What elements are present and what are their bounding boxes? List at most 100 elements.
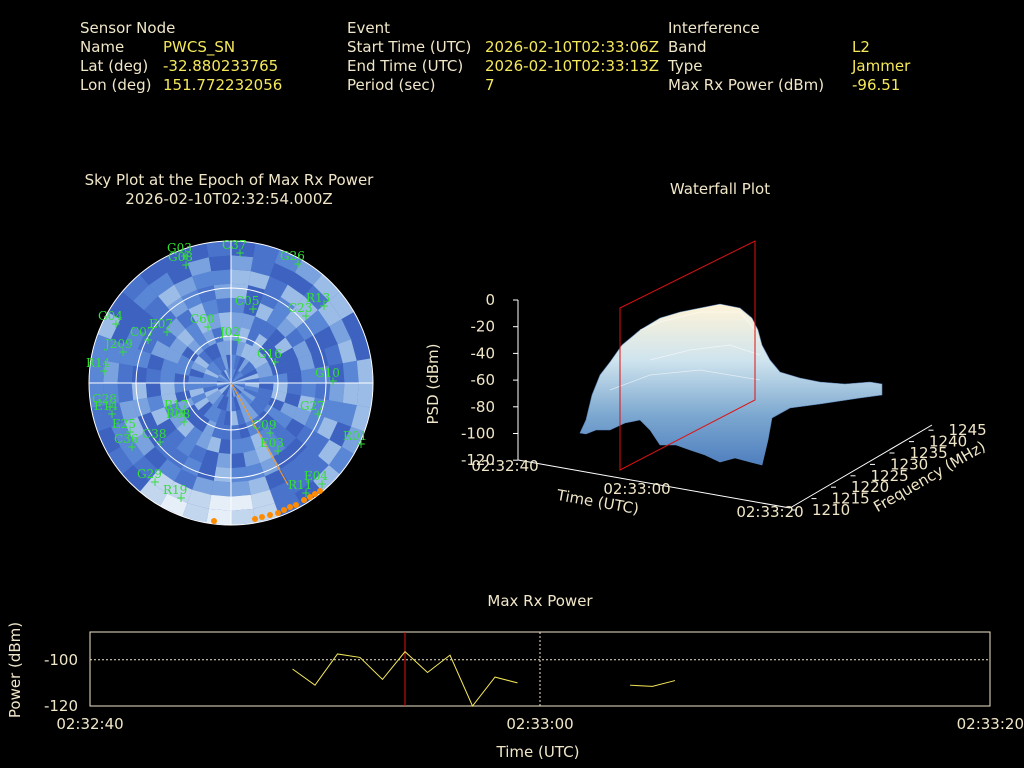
skyplot-cell	[226, 369, 231, 383]
skyplot-cell	[208, 494, 231, 511]
skyplot-cell	[110, 319, 133, 345]
skyplot-cell	[216, 452, 231, 469]
skyplot-cell	[341, 426, 365, 454]
jammer-track-point	[259, 514, 265, 520]
skyplot-cell	[174, 373, 190, 383]
event-period-label: Period (sec)	[347, 76, 436, 94]
skyplot-cell	[337, 339, 357, 364]
skyplot-cell	[202, 378, 218, 383]
skyplot-cell	[202, 329, 217, 347]
skyplot-cell	[161, 392, 178, 408]
satellite-marker: +J02	[218, 325, 243, 347]
skyplot-cell	[231, 466, 249, 483]
skyplot-cell	[187, 489, 212, 509]
skyplot-cell	[231, 283, 249, 300]
skyplot-cell	[164, 402, 182, 419]
skyplot-cell	[266, 437, 286, 457]
satellite-marker: +R19	[163, 483, 187, 505]
skyplot-cell	[233, 355, 241, 370]
skyplot-cell	[231, 410, 239, 426]
skyplot-cell	[108, 446, 134, 475]
skyplot-cell	[271, 363, 287, 376]
skyplot-cell	[188, 302, 207, 322]
satellite-marker: +G29	[137, 467, 162, 489]
skyplot-cell	[203, 404, 217, 420]
skyplot-cell	[249, 401, 264, 416]
skyplot-cell	[122, 274, 149, 301]
skyplot-cell	[217, 383, 231, 388]
svg-text:+: +	[155, 435, 165, 449]
waterfall-x-tick: 02:33:00	[603, 480, 670, 498]
skyplot-cell	[273, 448, 295, 470]
skyplot-cell	[120, 300, 144, 327]
skyplot-cell	[226, 383, 231, 397]
skyplot-cell	[209, 342, 222, 359]
satellite-marker: +C23	[288, 301, 312, 323]
skyplot-cell	[328, 363, 345, 383]
skyplot-cell	[255, 392, 272, 405]
skyplot-cell	[286, 383, 302, 396]
skyplot-cell	[176, 328, 195, 347]
satellite-marker: +R11	[288, 478, 312, 500]
sensor-name-value: PWCS_SN	[163, 38, 236, 56]
skyplot-cell	[342, 383, 359, 406]
skyplot-cell	[351, 405, 371, 432]
svg-text:+: +	[150, 475, 160, 489]
skyplot-cell	[203, 385, 218, 393]
skyplot-cell	[280, 284, 305, 307]
skyplot-cell	[231, 369, 239, 383]
skyplot-cell	[257, 368, 273, 379]
jammer-track-point	[267, 512, 273, 518]
event-start-label: Start Time (UTC)	[347, 38, 472, 56]
skyplot-cell	[157, 284, 182, 307]
waterfall-y-tick: 1210	[812, 501, 850, 519]
svg-text:+: +	[180, 249, 190, 263]
skyplot-cell	[296, 425, 318, 447]
satellite-label: E03	[260, 436, 284, 450]
skyplot-cell	[110, 421, 133, 447]
skyplot-cell	[181, 346, 199, 362]
skyplot-cell	[324, 344, 343, 366]
satellite-marker: +R08	[166, 407, 190, 429]
waterfall-z-tick: -60	[471, 371, 496, 389]
satellite-label: C07	[130, 325, 154, 339]
skyplot-cell	[218, 373, 231, 383]
event-end-value: 2026-02-10T02:33:13Z	[485, 57, 659, 75]
skyplot-cell	[157, 328, 177, 348]
skyplot-cell	[300, 368, 317, 383]
skyplot-cell	[285, 437, 308, 460]
skyplot-cell	[209, 407, 222, 424]
skyplot-cell	[221, 424, 231, 440]
skyplot-cell	[231, 380, 246, 383]
satellite-marker: +G10	[315, 366, 340, 388]
skyplot-cell	[192, 476, 214, 495]
skyplot-cell	[231, 383, 245, 388]
interference-heading: Interference	[668, 19, 760, 37]
satellite-marker: +C37	[222, 238, 246, 260]
skyplot-cell	[317, 326, 338, 350]
skyplot-cell	[356, 383, 373, 408]
satellite-marker: +C09	[252, 418, 276, 440]
skyplot-cell	[221, 396, 229, 411]
skyplot-cell	[192, 271, 214, 290]
skyplot-cell	[169, 411, 188, 429]
svg-text:+: +	[179, 415, 189, 429]
svg-text:+: +	[105, 400, 115, 414]
skyplot-cell	[269, 262, 295, 285]
waterfall-z-tick: -80	[471, 398, 496, 416]
skyplot-cell	[120, 439, 144, 466]
skyplot-cell	[157, 418, 177, 438]
skyplot-cell	[243, 387, 258, 398]
skyplot-cell	[267, 328, 286, 347]
skyplot-cell	[174, 276, 198, 297]
skyplot-cell	[198, 350, 213, 365]
satellite-marker: +G16	[257, 347, 282, 369]
skyplot-cell	[252, 333, 268, 351]
skyplot-cell	[292, 340, 312, 359]
skyplot-cell	[294, 260, 323, 286]
skyplot-cell	[211, 480, 231, 497]
svg-text:+: +	[273, 444, 283, 458]
skyplot-cell	[139, 260, 168, 286]
satellite-marker: +C38	[142, 427, 166, 449]
